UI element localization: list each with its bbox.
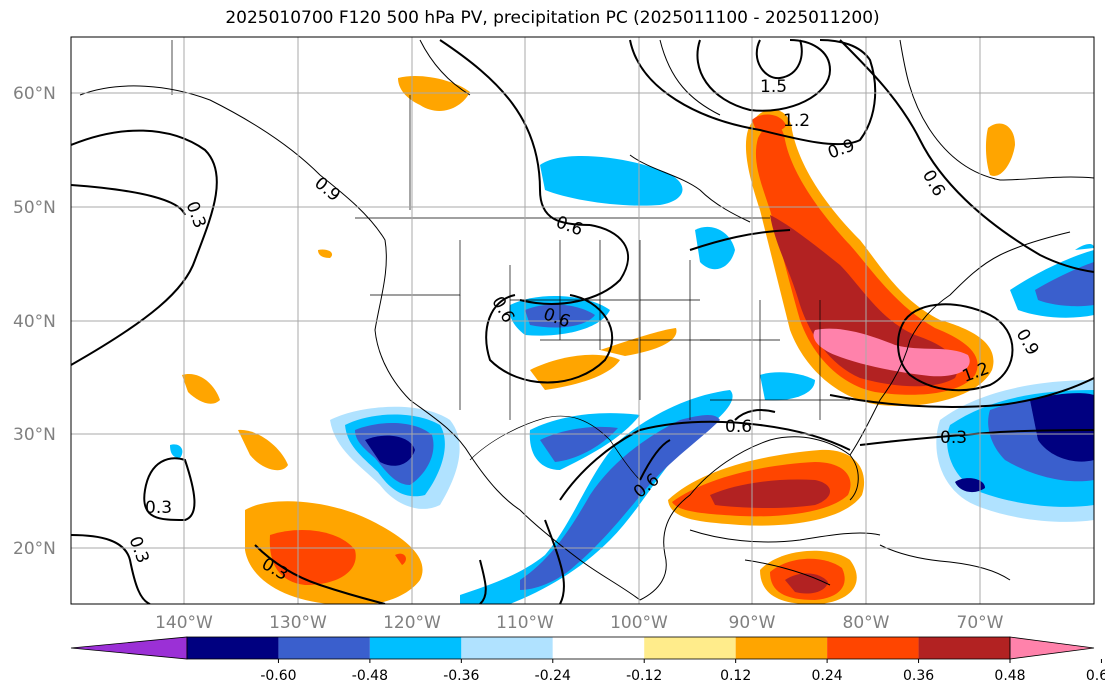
lon-label: 70°W	[957, 613, 1004, 633]
contour-label: 0.3	[145, 498, 172, 518]
map-frame	[70, 36, 1095, 605]
graticule	[71, 37, 1094, 604]
colorbar-tick-label: 0.12	[720, 668, 751, 684]
colorbar-box	[369, 637, 462, 659]
colorbar-box	[918, 637, 1010, 659]
positive-anomaly-gulf	[668, 449, 865, 604]
borders	[171, 40, 850, 481]
contour-label: 1.5	[760, 77, 787, 97]
colorbar-outline	[186, 636, 1011, 660]
lon-label: 140°W	[155, 613, 213, 633]
colorbar-tick-label: 0.36	[903, 668, 934, 684]
colorbar-tick-label: -0.60	[260, 668, 296, 684]
map-title: 2025010700 F120 500 hPa PV, precipitatio…	[225, 8, 880, 28]
lat-label: 20°N	[13, 539, 56, 559]
colorbar-tick-label: 0.48	[994, 668, 1025, 684]
lat-label: 60°N	[13, 84, 56, 104]
colorbar-tick-label: -0.12	[626, 668, 662, 684]
lat-label: 40°N	[13, 312, 56, 332]
colorbar-tick-label: -0.24	[535, 668, 571, 684]
lon-label: 130°W	[269, 613, 327, 633]
lon-label: 80°W	[843, 613, 890, 633]
coastlines	[79, 39, 1094, 601]
lat-label: 50°N	[13, 198, 56, 218]
map-content	[71, 39, 1094, 604]
colorbar-tick-label: 0.60	[1086, 668, 1105, 684]
colorbar-box	[461, 637, 553, 659]
colorbar-max-extension	[1009, 636, 1095, 660]
positive-anomaly-pacific	[182, 75, 1015, 604]
colorbar-box	[735, 637, 828, 659]
contour-label: 1.2	[783, 111, 810, 131]
colorbar-tick-label: 0.24	[812, 668, 843, 684]
colorbar-min-extension	[70, 636, 188, 660]
colorbar-box	[187, 637, 279, 659]
colorbar-box	[644, 637, 736, 659]
colorbar: -0.60 -0.48 -0.36 -0.24 -0.12 0.12 0.24 0.36 0.4…	[70, 636, 1105, 684]
lon-label: 90°W	[729, 613, 776, 633]
positive-anomaly-east	[745, 109, 994, 406]
colorbar-box	[278, 637, 370, 659]
lon-label: 100°W	[610, 613, 668, 633]
colorbar-tick-label: -0.36	[443, 668, 479, 684]
colorbar-box	[827, 637, 919, 659]
lon-label: 110°W	[496, 613, 554, 633]
lon-label: 120°W	[383, 613, 441, 633]
latitude-labels: 60°N 50°N 40°N 30°N 20°N	[13, 84, 56, 559]
lat-label: 30°N	[13, 425, 56, 445]
colorbar-box	[552, 637, 645, 659]
contour-label: 0.6	[725, 417, 752, 437]
longitude-labels: 140°W 130°W 120°W 110°W 100°W 90°W 80°W …	[155, 613, 1004, 633]
colorbar-tick-label: -0.48	[352, 668, 388, 684]
contour-label: 0.3	[940, 428, 967, 448]
